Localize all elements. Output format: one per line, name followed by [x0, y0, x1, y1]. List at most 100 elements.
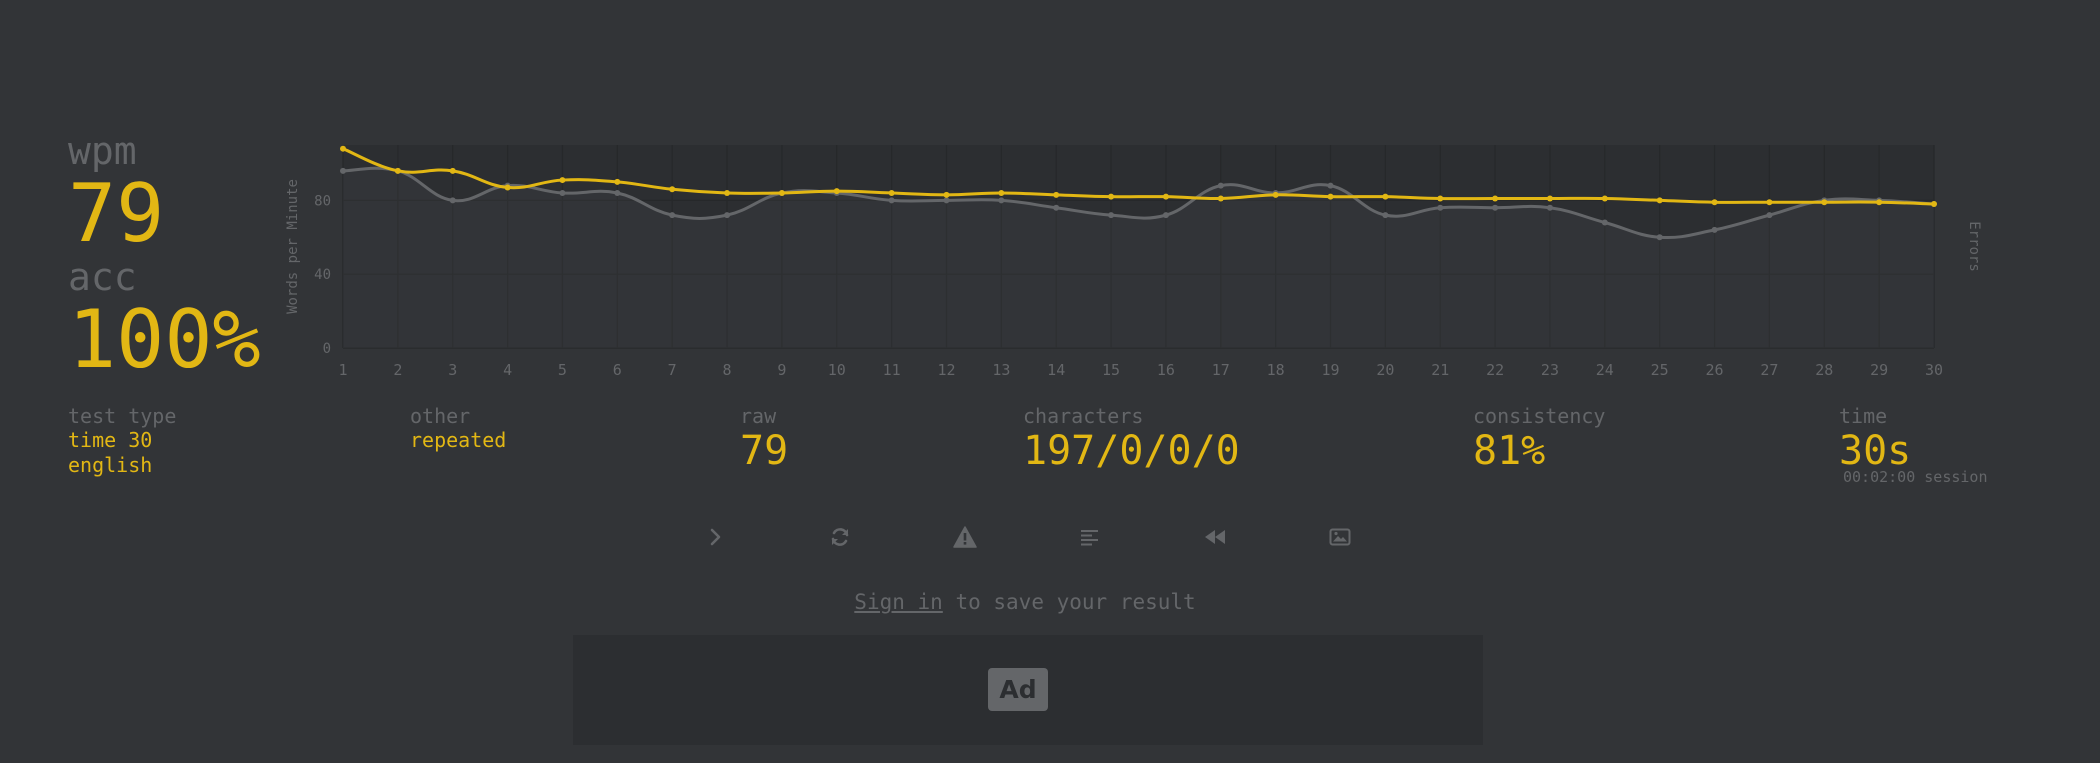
other-label: other	[410, 404, 471, 428]
chart-x-tick-label-24: 24	[1596, 361, 1614, 379]
chart-raw-point-26	[1711, 226, 1718, 233]
chart-y-tick-label-40: 40	[314, 267, 331, 283]
signin-link[interactable]: Sign in	[854, 590, 943, 614]
chart-raw-point-22	[1492, 204, 1499, 211]
chart-wpm-point-17	[1217, 195, 1224, 202]
chart-x-tick-label-17: 17	[1212, 361, 1230, 379]
chart-wpm-point-19	[1327, 193, 1334, 200]
chart-x-tick-label-18: 18	[1267, 361, 1285, 379]
consistency-label: consistency	[1473, 404, 1606, 428]
chart-x-tick-label-5: 5	[558, 361, 567, 379]
chart-wpm-point-11	[888, 189, 895, 196]
chart-x-tick-label-1: 1	[338, 361, 347, 379]
chart-x-tick-label-28: 28	[1815, 361, 1833, 379]
chart-raw-point-17	[1217, 182, 1224, 189]
chart-wpm-point-23	[1546, 195, 1553, 202]
wpm-value: 79	[68, 167, 165, 260]
time-stat: time 30s	[1839, 404, 1911, 474]
chart-x-tick-label-15: 15	[1102, 361, 1120, 379]
chart-x-tick-label-21: 21	[1431, 361, 1449, 379]
chart-wpm-point-21	[1437, 195, 1444, 202]
chart-wpm-point-24	[1601, 195, 1608, 202]
chart-raw-point-5	[559, 189, 566, 196]
chart-raw-area	[343, 168, 1934, 348]
chart-x-tick-label-2: 2	[393, 361, 402, 379]
chart-wpm-point-5	[559, 177, 566, 184]
characters-stat: characters 197/0/0/0	[1023, 404, 1240, 474]
consistency-value: 81%	[1473, 428, 1546, 474]
test-type-language: english	[68, 453, 153, 477]
chart-x-tick-label-20: 20	[1376, 361, 1394, 379]
characters-label: characters	[1023, 404, 1144, 428]
image-icon	[1329, 528, 1351, 546]
chart-x-tick-label-3: 3	[448, 361, 457, 379]
chart-wpm-point-10	[833, 188, 840, 195]
chart-raw-point-16	[1162, 212, 1169, 219]
other-stat: other repeated	[410, 404, 506, 453]
chart-raw-point-6	[614, 189, 621, 196]
chart-x-tick-label-14: 14	[1047, 361, 1065, 379]
ad-badge: Ad	[988, 668, 1048, 711]
chart-wpm-point-29	[1876, 199, 1883, 206]
chart-x-tick-label-16: 16	[1157, 361, 1175, 379]
chart-x-tick-label-23: 23	[1541, 361, 1559, 379]
chart-raw-point-23	[1546, 204, 1553, 211]
session-time: 00:02:00 session	[1843, 468, 1988, 486]
chart-wpm-point-30	[1931, 201, 1937, 208]
test-type-time: time 30	[68, 428, 153, 452]
chart-raw-point-1	[340, 167, 346, 174]
chart-y-axis-label: Words per Minute	[285, 179, 301, 314]
raw-stat: raw 79	[740, 404, 788, 474]
acc-value: 100%	[68, 293, 261, 386]
chart-raw-point-19	[1327, 182, 1334, 189]
chart-raw-point-14	[1053, 204, 1060, 211]
chart-wpm-point-18	[1272, 191, 1279, 198]
chart-x-tick-label-10: 10	[828, 361, 846, 379]
chart-wpm-point-4	[504, 184, 511, 191]
chart-wpm-point-12	[943, 191, 950, 198]
chart-x-tick-label-26: 26	[1706, 361, 1724, 379]
acc-label: acc	[68, 255, 137, 299]
practice-words-button[interactable]	[945, 517, 985, 557]
restart-button[interactable]	[820, 517, 860, 557]
chart-wpm-point-15	[1108, 193, 1115, 200]
chart-wpm-point-3	[449, 167, 456, 174]
chart-raw-point-27	[1766, 212, 1773, 219]
chart-x-tick-label-4: 4	[503, 361, 512, 379]
chart-wpm-point-25	[1656, 197, 1663, 204]
warning-icon	[953, 526, 977, 548]
test-type-stat: test type time 30 english	[68, 404, 176, 478]
chart-wpm-point-8	[724, 189, 731, 196]
chart-raw-point-15	[1108, 212, 1115, 219]
replay-button[interactable]	[1195, 517, 1235, 557]
chart-x-tick-label-22: 22	[1486, 361, 1504, 379]
test-type-label: test type	[68, 404, 177, 428]
backward-icon	[1205, 530, 1225, 544]
chart-raw-point-21	[1437, 204, 1444, 211]
words-history-button[interactable]	[1070, 517, 1110, 557]
chart-plot-area	[343, 145, 1934, 348]
characters-value: 197/0/0/0	[1023, 428, 1240, 474]
chart-raw-point-7	[669, 212, 676, 219]
chart-wpm-point-1	[340, 145, 346, 152]
chart-wpm-point-26	[1711, 199, 1718, 206]
chart-raw-point-3	[449, 197, 456, 204]
chart-x-tick-label-29: 29	[1870, 361, 1888, 379]
chart-x-tick-label-25: 25	[1651, 361, 1669, 379]
chart-y2-axis-label: Errors	[1966, 221, 1982, 272]
chart-raw-point-25	[1656, 234, 1663, 241]
chart-x-tick-label-12: 12	[937, 361, 955, 379]
consistency-stat: consistency 81%	[1473, 404, 1605, 474]
chart-wpm-point-27	[1766, 199, 1773, 206]
screenshot-button[interactable]	[1320, 517, 1360, 557]
chart-y-tick-label-0: 0	[323, 341, 331, 357]
signin-prompt: Sign in to save your result	[0, 590, 2050, 614]
next-test-button[interactable]	[695, 517, 735, 557]
chart-x-tick-label-19: 19	[1321, 361, 1339, 379]
chart-wpm-point-13	[998, 189, 1005, 196]
chevron-right-icon	[710, 528, 721, 546]
raw-label: raw	[740, 404, 777, 428]
chart-x-tick-label-13: 13	[992, 361, 1010, 379]
chart-wpm-point-9	[778, 189, 785, 196]
